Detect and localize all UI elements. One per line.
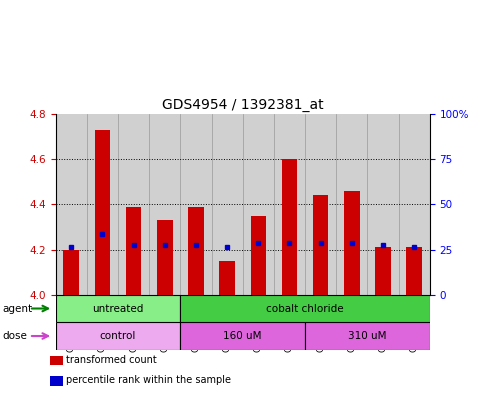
Bar: [95, 130, 110, 295]
Bar: [180, 114, 212, 295]
Bar: [87, 114, 118, 295]
Bar: [398, 114, 430, 295]
Bar: [219, 261, 235, 295]
Bar: [313, 195, 328, 295]
Bar: [118, 114, 149, 295]
Text: untreated: untreated: [92, 303, 143, 314]
Bar: [368, 114, 398, 295]
Text: percentile rank within the sample: percentile rank within the sample: [67, 375, 231, 386]
Bar: [56, 322, 180, 350]
Bar: [180, 295, 430, 322]
Bar: [212, 114, 242, 295]
Text: transformed count: transformed count: [67, 355, 157, 365]
Text: dose: dose: [2, 331, 28, 341]
Text: 160 uM: 160 uM: [224, 331, 262, 341]
Bar: [305, 322, 430, 350]
Bar: [336, 114, 368, 295]
Title: GDS4954 / 1392381_at: GDS4954 / 1392381_at: [162, 97, 324, 112]
Bar: [126, 207, 142, 295]
Bar: [50, 376, 63, 386]
Bar: [251, 216, 266, 295]
Bar: [305, 114, 336, 295]
Bar: [242, 114, 274, 295]
Bar: [407, 247, 422, 295]
Bar: [56, 114, 87, 295]
Text: 310 uM: 310 uM: [348, 331, 387, 341]
Bar: [344, 191, 360, 295]
Bar: [56, 295, 180, 322]
Text: cobalt chloride: cobalt chloride: [266, 303, 344, 314]
Bar: [157, 220, 172, 295]
Bar: [63, 250, 79, 295]
Bar: [274, 114, 305, 295]
Bar: [188, 207, 204, 295]
Bar: [50, 356, 63, 365]
Bar: [180, 322, 305, 350]
Text: agent: agent: [2, 303, 32, 314]
Bar: [375, 247, 391, 295]
Bar: [149, 114, 180, 295]
Bar: [282, 159, 298, 295]
Text: control: control: [100, 331, 136, 341]
